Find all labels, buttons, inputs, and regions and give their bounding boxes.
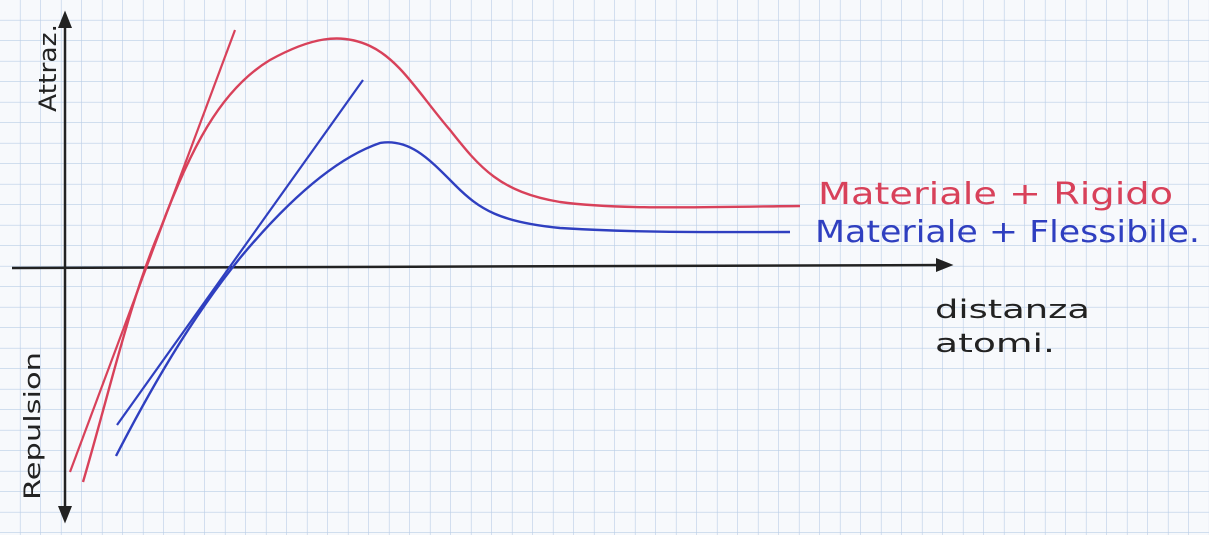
sketch: Attraz. Repulsion Materiale + Rigido Mat… (0, 0, 1209, 535)
rigid-label: Materiale + Rigido (818, 177, 1173, 212)
x-label-line1: distanza (935, 295, 1090, 325)
y-top-label: Attraz. (34, 24, 62, 112)
flexible-label: Materiale + Flessibile. (815, 215, 1200, 250)
x-label-line2: atomi. (935, 329, 1055, 359)
y-bottom-label: Repulsion (21, 352, 46, 500)
